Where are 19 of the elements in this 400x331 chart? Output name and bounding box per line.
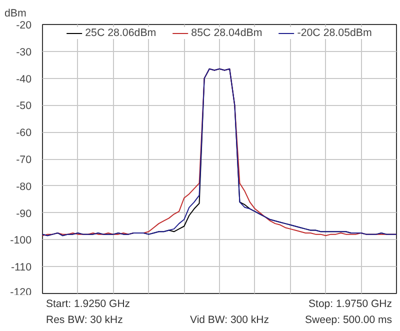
text: Start: 1.9250 GHz [46,297,130,312]
y-tick-label: -90 [16,208,32,220]
y-tick-label: -100 [10,234,32,247]
text: Res BW: 30 kHz [46,313,123,328]
y-tick-label: -40 [16,73,32,86]
text: Stop: 1.9750 GHz [308,297,392,312]
legend-label: 25C 28.06dBm [85,27,156,39]
text: Vid BW: 300 kHz [190,313,269,328]
y-tick-label: -50 [16,100,32,112]
legend-label: 85C 28.04dBm [191,27,262,39]
y-tick-label: -20 [16,20,32,32]
y-axis-title: dBm [4,8,27,20]
y-tick-label: -110 [10,262,32,274]
y-tick-label: -70 [16,154,32,166]
text: Sweep: 500.00 ms [305,313,392,328]
legend-label: -20C 28.05dBm [297,27,372,39]
y-tick-label: -60 [16,127,32,140]
y-tick-label: -30 [16,46,32,58]
y-tick-label: -80 [16,180,32,193]
